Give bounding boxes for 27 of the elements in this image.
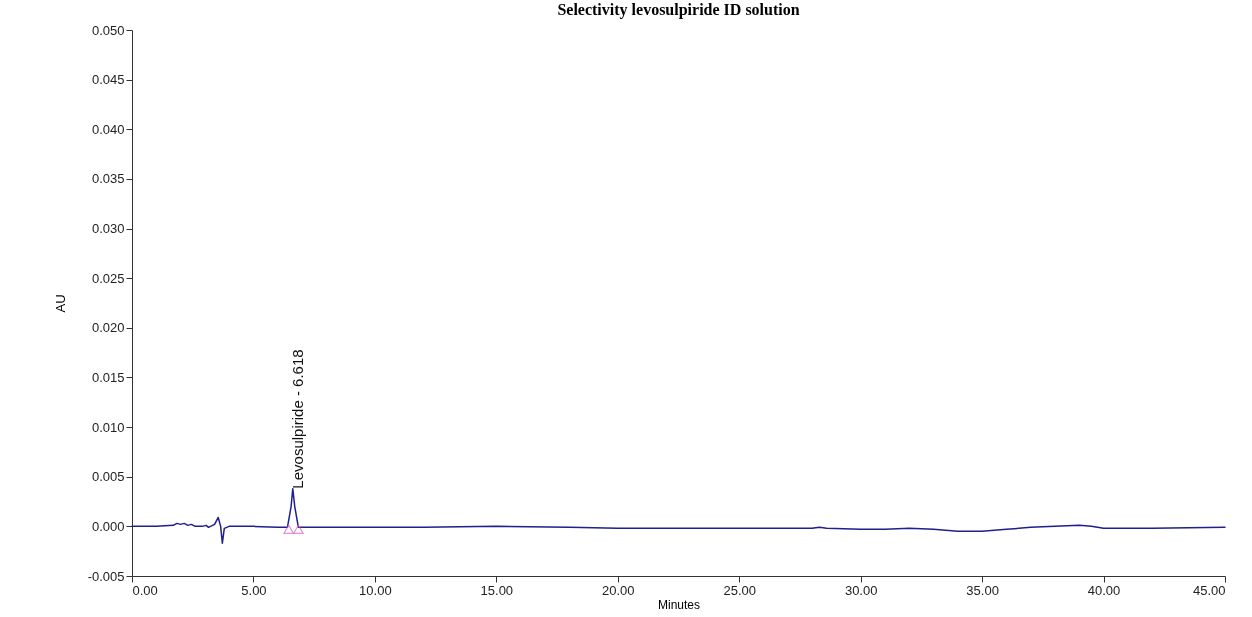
x-tick-label: 15.00: [480, 582, 514, 598]
y-tick-label: -0.005: [87, 568, 125, 584]
x-tick-label: 20.00: [602, 582, 635, 598]
y-tick-label: 0.010: [91, 419, 125, 435]
y-tick-label: 0.050: [91, 22, 125, 38]
annotation: Levosulpiride - 6.618: [288, 349, 306, 489]
x-tick-label: 35.00: [966, 582, 999, 598]
x-axis-title: Minutes: [657, 597, 701, 612]
y-tick-label: 0.045: [91, 72, 125, 88]
y-tick-label: 0.000: [91, 518, 125, 534]
y-tick-label: 0.035: [91, 171, 125, 187]
chart-title: Selectivity levosulpiride ID solution: [557, 1, 800, 19]
y-tick-label: 0.015: [91, 369, 125, 385]
x-tick-label: 25.00: [723, 582, 756, 598]
line-series: [131, 487, 1226, 544]
y-tick-label: 0.020: [91, 320, 125, 336]
x-tick-label: 40.00: [1087, 582, 1121, 598]
y-tick-label: 0.040: [91, 121, 125, 137]
y-tick-label: 0.005: [91, 469, 125, 485]
x-tick-label: 5.00: [241, 582, 267, 598]
x-tick-label: 10.00: [359, 582, 392, 598]
x-tick-label: 45.00: [1192, 582, 1226, 598]
x-tick-label: 0.00: [132, 582, 158, 598]
x-tick-label: 30.00: [844, 582, 878, 598]
y-tick-label: 0.025: [91, 270, 125, 286]
y-axis-title: AU: [52, 294, 68, 313]
y-tick-label: 0.030: [91, 221, 125, 237]
